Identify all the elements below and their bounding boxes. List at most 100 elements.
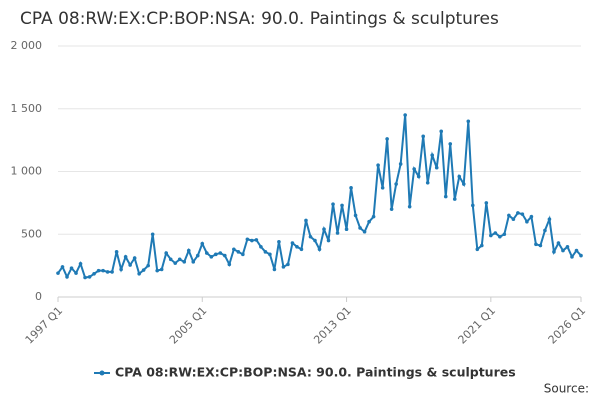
x-tick-label: 2021 Q1 (456, 304, 499, 347)
marker (358, 226, 362, 230)
marker (367, 219, 371, 224)
marker (241, 252, 245, 257)
marker (159, 267, 164, 272)
marker (204, 251, 209, 255)
marker (452, 197, 457, 201)
marker (56, 271, 60, 275)
marker (448, 142, 453, 146)
marker (421, 134, 425, 139)
marker (254, 238, 259, 242)
marker (398, 162, 403, 166)
y-tick-label: 500 (21, 227, 42, 240)
marker (493, 231, 498, 235)
marker (223, 253, 227, 258)
marker (507, 213, 511, 218)
marker (570, 255, 574, 259)
marker (353, 213, 358, 218)
marker (69, 266, 74, 270)
marker (565, 245, 570, 249)
marker (574, 248, 579, 253)
marker (511, 217, 516, 221)
source: Source: (544, 382, 589, 396)
y-tick-label: 0 (35, 290, 42, 303)
marker (466, 119, 471, 124)
marker (556, 241, 561, 245)
marker (137, 271, 141, 276)
marker (92, 271, 96, 276)
marker (281, 265, 286, 269)
marker (461, 182, 466, 186)
marker (371, 214, 376, 219)
marker (470, 203, 475, 208)
marker (186, 248, 191, 253)
marker (308, 234, 313, 239)
marker (344, 227, 349, 232)
marker (480, 243, 484, 248)
marker (132, 256, 137, 260)
marker (209, 255, 214, 259)
marker (177, 257, 182, 262)
marker (525, 219, 529, 224)
marker (83, 275, 87, 280)
marker (362, 229, 367, 234)
marker (407, 204, 412, 209)
marker (150, 232, 155, 237)
marker (534, 242, 538, 247)
marker (123, 255, 128, 259)
marker (380, 186, 385, 190)
marker (173, 261, 178, 265)
marker (425, 180, 430, 185)
marker (141, 268, 146, 272)
marker (105, 270, 110, 274)
marker (340, 203, 344, 208)
marker (304, 218, 308, 223)
marker (164, 251, 169, 255)
marker (245, 237, 250, 242)
marker (552, 250, 556, 254)
marker (439, 129, 444, 134)
x-tick-label: 2013 Q1 (311, 304, 354, 347)
marker (168, 257, 173, 262)
marker (457, 174, 462, 179)
marker (195, 253, 200, 258)
legend-marker (99, 370, 105, 376)
y-tick-label: 1 500 (11, 102, 43, 115)
marker (335, 231, 340, 235)
marker (286, 262, 290, 267)
marker (272, 267, 277, 272)
marker (74, 271, 78, 275)
marker (520, 212, 525, 216)
marker (110, 270, 114, 274)
marker (313, 238, 317, 243)
marker (516, 211, 520, 215)
marker (394, 182, 398, 186)
y-tick-label: 2 000 (11, 39, 43, 52)
marker (579, 253, 583, 258)
marker (547, 217, 552, 221)
marker (349, 186, 353, 190)
chart-title: CPA 08:RW:EX:CP:BOP:NSA: 90.0. Paintings… (20, 9, 499, 29)
marker (295, 245, 299, 249)
marker (259, 245, 263, 249)
marker (268, 252, 272, 257)
marker (250, 238, 254, 243)
marker (232, 247, 236, 252)
marker (543, 228, 547, 233)
marker (484, 201, 489, 205)
x-tick-label: 2026 Q1 (546, 304, 589, 347)
marker (475, 247, 480, 252)
marker (65, 275, 69, 279)
marker (416, 174, 421, 179)
marker (331, 202, 335, 206)
marker (529, 214, 534, 219)
marker (561, 248, 565, 253)
marker (498, 234, 502, 239)
marker (322, 227, 326, 232)
marker (200, 241, 205, 246)
marker (376, 163, 380, 168)
marker (191, 260, 196, 264)
marker (502, 232, 507, 237)
marker (119, 267, 123, 272)
marker (227, 262, 232, 267)
